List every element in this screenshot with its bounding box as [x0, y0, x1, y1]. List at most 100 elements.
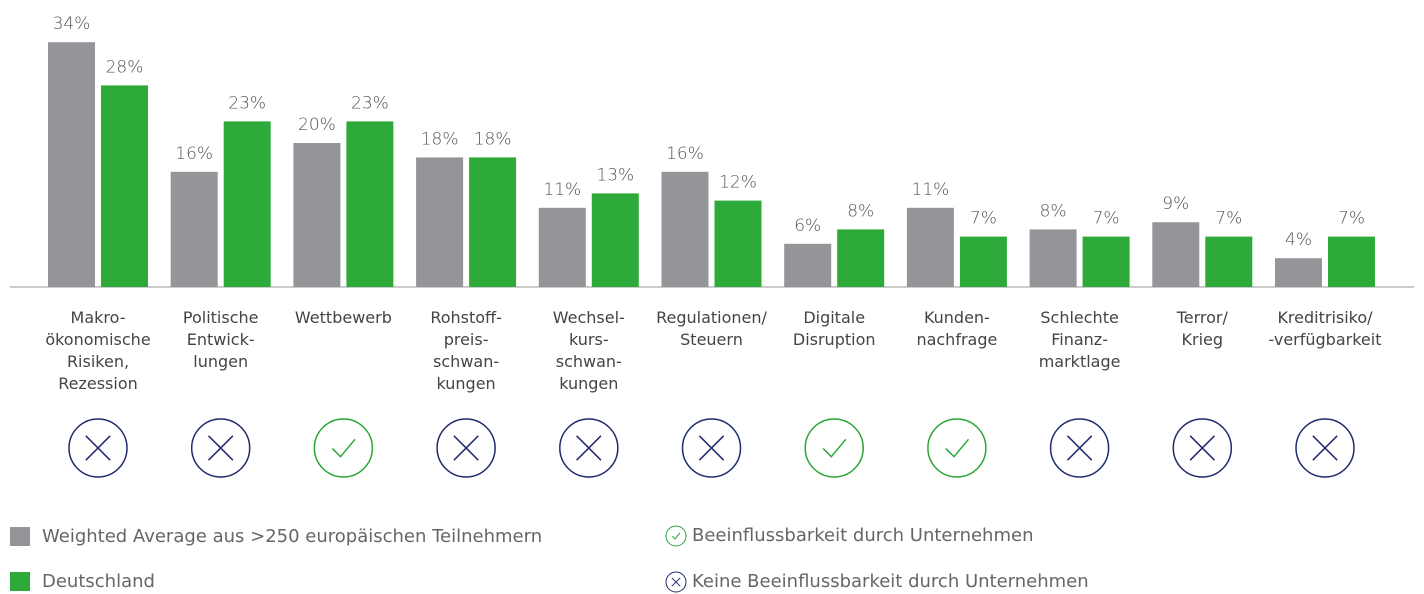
icon-circle	[190, 418, 251, 478]
bar	[223, 121, 271, 288]
category-label: Kunden- nachfrage	[916, 308, 998, 349]
bar	[293, 143, 341, 287]
bar	[538, 207, 586, 287]
value-label: 4%	[1285, 230, 1312, 250]
check-mark	[331, 438, 356, 458]
value-label: 13%	[596, 165, 634, 185]
influence-icon	[681, 418, 742, 478]
category-label: Rohstoff- preis- schwan- kungen	[430, 308, 502, 393]
bar	[346, 121, 394, 288]
category-label: Terror/ Krieg	[1176, 308, 1228, 349]
icon-circle	[665, 525, 687, 547]
bar	[714, 200, 762, 287]
category-label: Regulationen/ Steuern	[656, 308, 767, 349]
cross-mark	[207, 435, 234, 461]
influence-icon	[1049, 418, 1110, 478]
bar	[959, 236, 1007, 287]
influence-icon	[559, 418, 619, 478]
bar	[101, 85, 148, 288]
legend-icon	[665, 525, 687, 547]
influence-icon	[68, 418, 128, 478]
value-label: 7%	[970, 209, 997, 229]
value-label: 18%	[421, 129, 459, 149]
icon-circle	[313, 418, 374, 478]
cross-mark	[1312, 435, 1338, 461]
check-mark	[671, 532, 681, 540]
value-label: 12%	[719, 173, 757, 193]
bar	[469, 157, 517, 287]
value-label: 11%	[912, 180, 950, 200]
bar	[1029, 229, 1077, 287]
category-label: Wechsel- kurs- schwan- kungen	[552, 308, 625, 393]
icon-circle	[681, 418, 742, 478]
value-label: 16%	[175, 144, 213, 164]
icon-circle	[1295, 418, 1355, 478]
bar	[48, 42, 95, 288]
influence-icon	[804, 418, 864, 478]
cross-mark	[671, 577, 681, 587]
value-label: 7%	[1338, 209, 1365, 229]
check-mark	[822, 438, 847, 458]
bar	[837, 229, 885, 287]
cross-mark	[698, 435, 725, 461]
legend-label: Keine Beeinflussbarkeit durch Unternehme…	[692, 571, 1089, 592]
category-label: Wettbewerb	[294, 308, 392, 327]
influence-icon	[1295, 418, 1355, 478]
cross-mark	[85, 435, 111, 461]
icon-circle	[804, 418, 864, 478]
legend-label: Weighted Average aus >250 europäischen T…	[42, 526, 543, 547]
legend-icon	[665, 571, 687, 593]
bar	[170, 171, 218, 287]
legend-swatch	[10, 572, 30, 591]
legend-label: Beeinflussbarkeit durch Unternehmen	[692, 525, 1034, 546]
bar	[661, 171, 709, 287]
icon-circle	[1172, 418, 1233, 478]
value-label: 28%	[106, 57, 144, 77]
bar	[1205, 236, 1253, 287]
legend-label: Deutschland	[42, 571, 155, 592]
category-label: Kreditrisiko/ -verfügbarkeit	[1268, 308, 1382, 349]
icon-circle	[1049, 418, 1110, 478]
value-label: 34%	[53, 14, 91, 34]
bar	[784, 243, 832, 287]
value-label: 11%	[543, 180, 581, 200]
icon-circle	[559, 418, 619, 478]
bar	[1082, 236, 1130, 287]
value-label: 7%	[1093, 209, 1120, 229]
influence-icon	[1172, 418, 1233, 478]
legend-swatch	[10, 527, 30, 546]
check-mark	[945, 438, 970, 458]
bar	[906, 207, 954, 287]
cross-mark	[1066, 435, 1093, 461]
value-label: 6%	[794, 216, 821, 236]
bar	[591, 193, 639, 287]
bar	[1328, 236, 1375, 287]
value-label: 23%	[228, 93, 266, 113]
value-label: 18%	[474, 129, 512, 149]
bar	[1275, 258, 1322, 287]
icon-circle	[436, 418, 496, 478]
influence-icon	[927, 418, 987, 478]
category-label: Politische Entwick- lungen	[182, 308, 259, 371]
icon-circle	[68, 418, 128, 478]
category-label: Makro- ökonomische Risiken, Rezession	[45, 308, 151, 393]
value-label: 20%	[298, 115, 336, 135]
icon-circle	[927, 418, 987, 478]
cross-mark	[1189, 435, 1216, 461]
category-label: Digitale Disruption	[792, 308, 876, 349]
value-label: 9%	[1162, 194, 1189, 214]
cross-mark	[453, 435, 479, 461]
value-label: 16%	[666, 144, 704, 164]
bar	[416, 157, 464, 287]
bar	[1152, 222, 1200, 287]
influence-icon	[436, 418, 496, 478]
value-label: 7%	[1215, 209, 1242, 229]
icon-circle	[665, 571, 687, 593]
value-label: 8%	[847, 201, 874, 221]
influence-icon	[190, 418, 251, 478]
influence-icon	[313, 418, 374, 478]
value-label: 23%	[351, 93, 389, 113]
category-label: Schlechte Finanz- marktlage	[1038, 308, 1121, 371]
